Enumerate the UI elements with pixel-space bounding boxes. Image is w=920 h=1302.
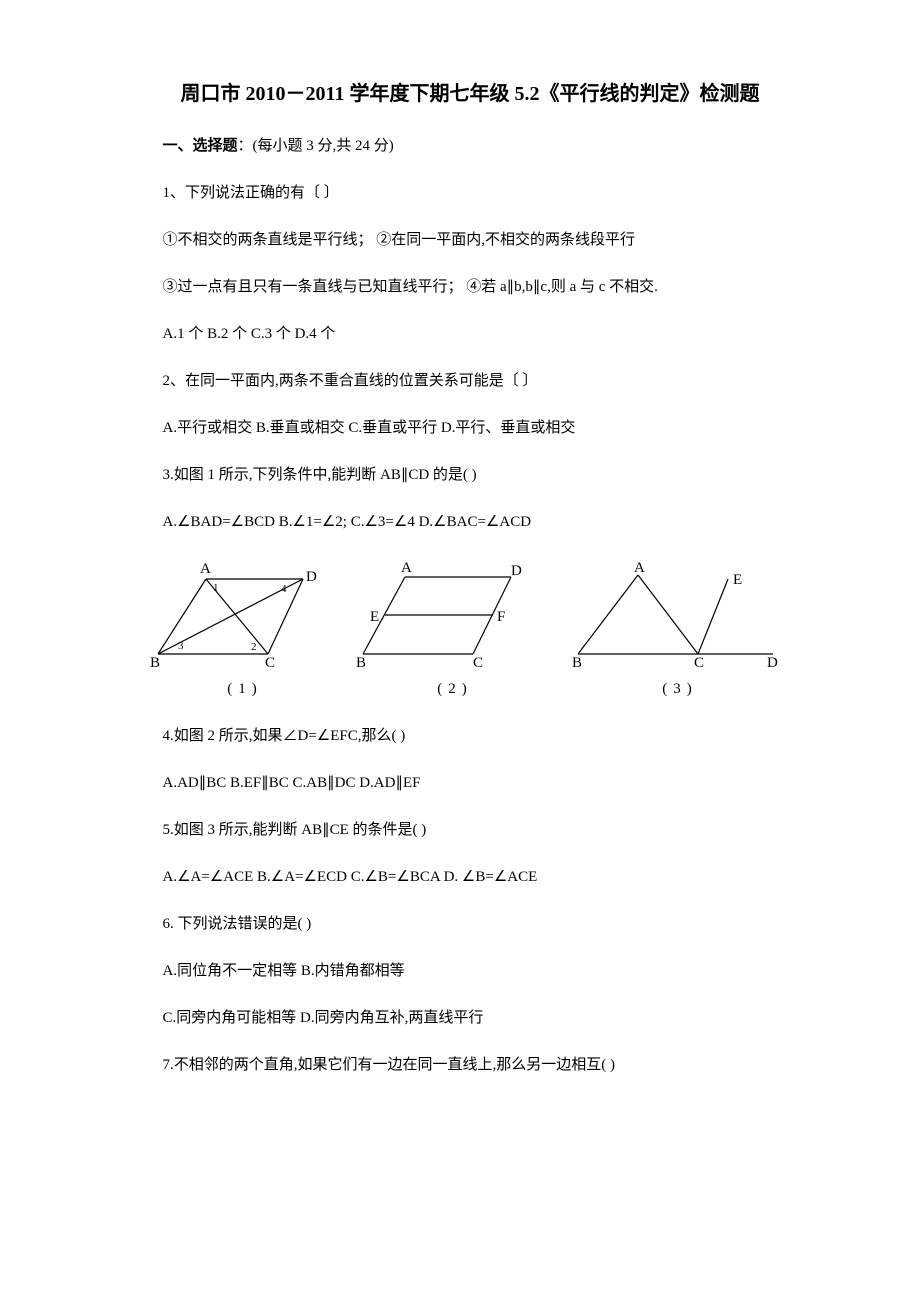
question-2-options: A.平行或相交 B.垂直或相交 C.垂直或平行 D.平行、垂直或相交 bbox=[140, 418, 800, 439]
question-3: 3.如图 1 所示,下列条件中,能判断 AB∥CD 的是( ) bbox=[140, 465, 800, 486]
fig-caption-2: (2) bbox=[330, 679, 530, 700]
question-6: 6. 下列说法错误的是( ) bbox=[140, 914, 800, 935]
question-4-options: A.AD∥BC B.EF∥BC C.AB∥DC D.AD∥EF bbox=[140, 773, 800, 794]
fig3-label-d: D bbox=[767, 655, 778, 669]
fig3-label-a: A bbox=[634, 560, 645, 576]
page-title: 周口市 2010－2011 学年度下期七年级 5.2《平行线的判定》检测题 bbox=[140, 80, 800, 108]
figure-3: A E B C D bbox=[563, 559, 783, 669]
question-5-options: A.∠A=∠ACE B.∠A=∠ECD C.∠B=∠BCA D. ∠B=∠ACE bbox=[140, 867, 800, 888]
question-5: 5.如图 3 所示,能判断 AB∥CE 的条件是( ) bbox=[140, 820, 800, 841]
fig-caption-1: (1) bbox=[140, 679, 310, 700]
fig1-label-c: C bbox=[265, 655, 275, 669]
question-1-sub-2: ③过一点有且只有一条直线与已知直线平行； ④若 a∥b,b∥c,则 a 与 c … bbox=[140, 277, 800, 298]
fig2-label-a: A bbox=[401, 560, 412, 576]
fig2-label-e: E bbox=[370, 609, 379, 625]
fig1-label-2: 2 bbox=[251, 641, 257, 653]
fig1-label-3: 3 bbox=[178, 640, 184, 652]
fig3-label-b: B bbox=[572, 655, 582, 669]
fig2-label-d: D bbox=[511, 563, 522, 579]
fig3-label-c: C bbox=[694, 655, 704, 669]
fig3-label-e: E bbox=[733, 572, 742, 588]
fig2-label-c: C bbox=[473, 655, 483, 669]
question-2: 2、在同一平面内,两条不重合直线的位置关系可能是〔 〕 bbox=[140, 371, 800, 392]
question-4: 4.如图 2 所示,如果∠D=∠EFC,那么( ) bbox=[140, 726, 800, 747]
question-1-options: A.1 个 B.2 个 C.3 个 D.4 个 bbox=[140, 324, 800, 345]
figure-captions: (1) (2) (3) bbox=[140, 679, 800, 700]
question-6-options-b: C.同旁内角可能相等 D.同旁内角互补,两直线平行 bbox=[140, 1008, 800, 1029]
fig1-label-b: B bbox=[150, 655, 160, 669]
fig1-label-d: D bbox=[306, 569, 317, 585]
question-3-options: A.∠BAD=∠BCD B.∠1=∠2; C.∠3=∠4 D.∠BAC=∠ACD bbox=[140, 512, 800, 533]
fig2-label-b: B bbox=[356, 655, 366, 669]
fig1-label-a: A bbox=[200, 561, 211, 577]
fig1-label-1: 1 bbox=[213, 582, 219, 594]
fig-caption-3: (3) bbox=[550, 679, 750, 700]
figure-1: A D B C 1 4 3 2 bbox=[148, 559, 323, 669]
figure-2: A D E F B C bbox=[343, 559, 543, 669]
fig1-label-4: 4 bbox=[281, 583, 287, 595]
section-1-header: 一、选择题：(每小题 3 分,共 24 分) bbox=[140, 136, 800, 157]
question-7: 7.不相邻的两个直角,如果它们有一边在同一直线上,那么另一边相互( ) bbox=[140, 1055, 800, 1076]
section-1-note: ：(每小题 3 分,共 24 分) bbox=[238, 138, 394, 154]
fig2-label-f: F bbox=[497, 609, 505, 625]
question-6-options-a: A.同位角不一定相等 B.内错角都相等 bbox=[140, 961, 800, 982]
figure-row: A D B C 1 4 3 2 A D E F B C A E B bbox=[140, 559, 800, 669]
section-1-label: 一、选择题 bbox=[163, 138, 238, 154]
question-1: 1、下列说法正确的有〔 〕 bbox=[140, 183, 800, 204]
question-1-sub-1: ①不相交的两条直线是平行线； ②在同一平面内,不相交的两条线段平行 bbox=[140, 230, 800, 251]
